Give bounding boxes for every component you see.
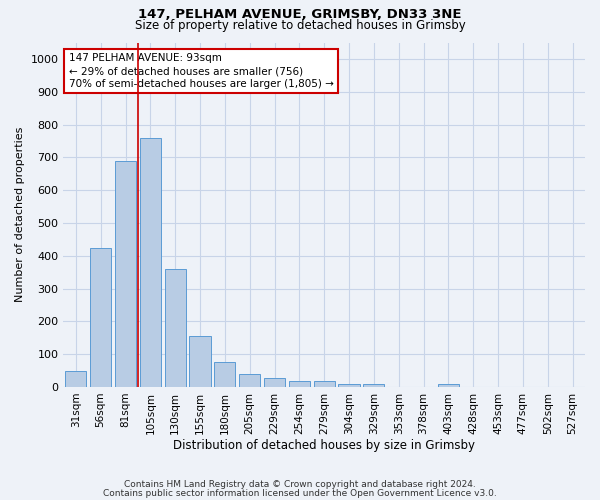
Text: 147, PELHAM AVENUE, GRIMSBY, DN33 3NE: 147, PELHAM AVENUE, GRIMSBY, DN33 3NE xyxy=(138,8,462,20)
Bar xyxy=(438,384,459,387)
Text: Size of property relative to detached houses in Grimsby: Size of property relative to detached ho… xyxy=(134,19,466,32)
Text: Contains public sector information licensed under the Open Government Licence v3: Contains public sector information licen… xyxy=(103,488,497,498)
Bar xyxy=(115,160,136,387)
Bar xyxy=(314,381,335,387)
Text: Contains HM Land Registry data © Crown copyright and database right 2024.: Contains HM Land Registry data © Crown c… xyxy=(124,480,476,489)
Bar xyxy=(164,269,186,387)
Bar xyxy=(190,336,211,387)
Bar xyxy=(65,370,86,387)
Bar xyxy=(140,138,161,387)
Y-axis label: Number of detached properties: Number of detached properties xyxy=(15,127,25,302)
Bar xyxy=(289,381,310,387)
Bar xyxy=(264,378,285,387)
Bar xyxy=(90,248,111,387)
Bar xyxy=(364,384,385,387)
Bar xyxy=(239,374,260,387)
Bar xyxy=(338,384,359,387)
Bar xyxy=(214,362,235,387)
Text: 147 PELHAM AVENUE: 93sqm
← 29% of detached houses are smaller (756)
70% of semi-: 147 PELHAM AVENUE: 93sqm ← 29% of detach… xyxy=(68,53,334,89)
X-axis label: Distribution of detached houses by size in Grimsby: Distribution of detached houses by size … xyxy=(173,440,475,452)
